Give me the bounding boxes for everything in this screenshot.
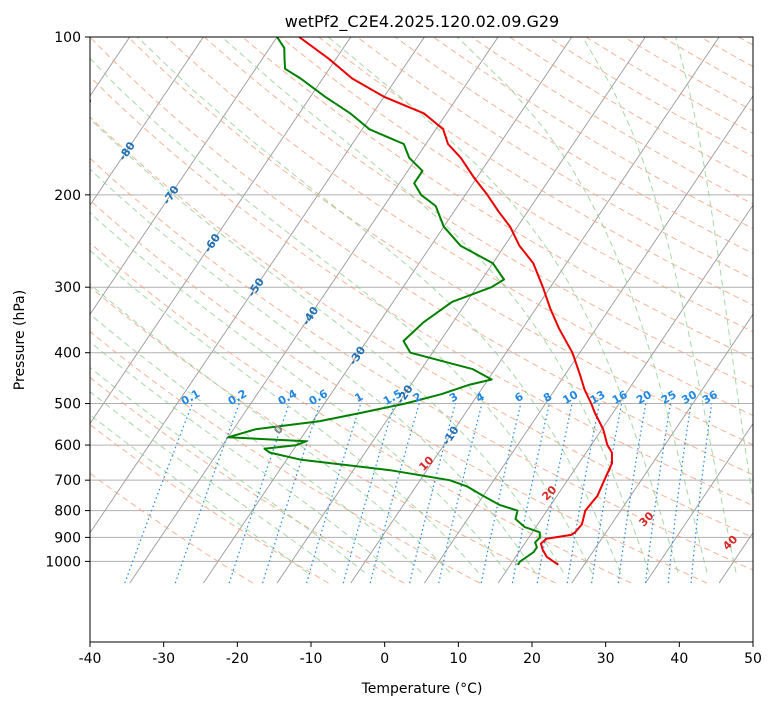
isotherm-line [497, 204, 753, 584]
isotherm-line [90, 37, 352, 425]
moist-adiabat-line [90, 283, 451, 573]
axes: -40 -30 -20 -10 0 10 20 30 40 50 100 200 300 400 500 60… [45, 30, 762, 667]
y-tick-label: 1000 [45, 554, 81, 570]
moist-adiabat-line [327, 37, 679, 573]
y-tick-label: 600 [54, 438, 81, 454]
dry-adiabat-line [90, 472, 254, 584]
mixing-ratio-line [536, 403, 573, 584]
moist-adiabat-line [136, 37, 621, 573]
isotherm-line [90, 37, 425, 534]
dry-adiabat-line [90, 242, 632, 584]
dry-adiabat-line [90, 199, 708, 584]
isotherm-line [645, 422, 753, 584]
mixing-ratio-line [262, 403, 321, 584]
mixing-ratio-line [174, 403, 240, 584]
x-tick-label: 50 [744, 651, 762, 667]
x-tick-label: 40 [670, 651, 688, 667]
x-tick-label: -30 [152, 651, 175, 667]
moist-adiabat-line [90, 57, 593, 573]
data-lines [227, 37, 613, 566]
mixing-ratio-line [306, 403, 362, 584]
y-tick-label: 300 [54, 280, 81, 296]
dry-adiabat-line [204, 37, 753, 388]
mixing-ratio-line [591, 403, 623, 584]
moist-adiabat-line [90, 366, 365, 573]
mixing-ratio-line [511, 403, 550, 584]
x-axis-label: Temperature (°C) [361, 681, 483, 697]
mixing-ratio-line [566, 403, 600, 584]
y-tick-label: 700 [54, 473, 81, 489]
isotherm-line [571, 313, 753, 584]
dry-adiabat-line [242, 37, 753, 360]
x-tick-label: 0 [380, 651, 389, 667]
chart-title: wetPf2_C2E4.2025.120.02.09.G29 [285, 12, 559, 32]
dewpoint-profile-line [227, 37, 541, 566]
dry-adiabat-line [90, 157, 753, 571]
moist-adiabat-line [90, 168, 536, 573]
isotherm-line [203, 37, 573, 584]
mixing-ratio-line [617, 403, 647, 584]
mixing-ratio-line [124, 403, 193, 584]
dry-adiabat-line [90, 330, 481, 584]
y-tick-label: 100 [54, 30, 81, 46]
x-tick-label: 30 [597, 651, 615, 667]
moist-adiabat-line [456, 37, 708, 573]
mixing-ratio-line [644, 403, 672, 584]
dry-adiabat-line [90, 286, 556, 584]
isotherm-line [424, 95, 753, 584]
moist-adiabat-line [90, 414, 308, 573]
plot-area [90, 37, 753, 584]
dry-adiabat-line [90, 76, 753, 507]
dry-adiabat-line [90, 37, 753, 476]
isotherm-line [90, 37, 278, 316]
moist-adiabat-line [90, 211, 507, 573]
temperature-profile-line [298, 37, 613, 566]
y-tick-label: 200 [54, 188, 81, 204]
isotherm-line [90, 37, 204, 206]
mixing-ratio-line [690, 403, 713, 584]
y-tick-label: 500 [54, 397, 81, 413]
x-tick-label: -10 [300, 651, 323, 667]
dry-adiabat-line [318, 37, 753, 306]
moist-adiabat-line [90, 117, 564, 573]
dry-adiabat-line [90, 424, 329, 584]
mixing-ratio-line [667, 403, 692, 584]
x-tick-label: 10 [449, 651, 467, 667]
dry-adiabat-line [90, 376, 405, 584]
y-axis-label: Pressure (hPa) [12, 290, 28, 390]
isotherm-line [350, 37, 720, 584]
moist-adiabat-line [675, 37, 753, 503]
moist-adiabat-line [90, 313, 422, 573]
isotherm-line [129, 37, 499, 584]
isotherm-line [276, 37, 646, 584]
dry-adiabat-line [356, 37, 753, 280]
plot-frame [89, 36, 754, 643]
moist-adiabat-line [90, 249, 479, 573]
x-tick-label: -20 [226, 651, 249, 667]
y-tick-label: 900 [54, 530, 81, 546]
mixing-ratio-line [228, 403, 290, 584]
x-tick-label: 20 [523, 651, 541, 667]
x-tick-label: -40 [79, 651, 102, 667]
y-tick-label: 400 [54, 346, 81, 362]
y-tick-label: 800 [54, 504, 81, 520]
moist-adiabat-line [90, 391, 337, 573]
